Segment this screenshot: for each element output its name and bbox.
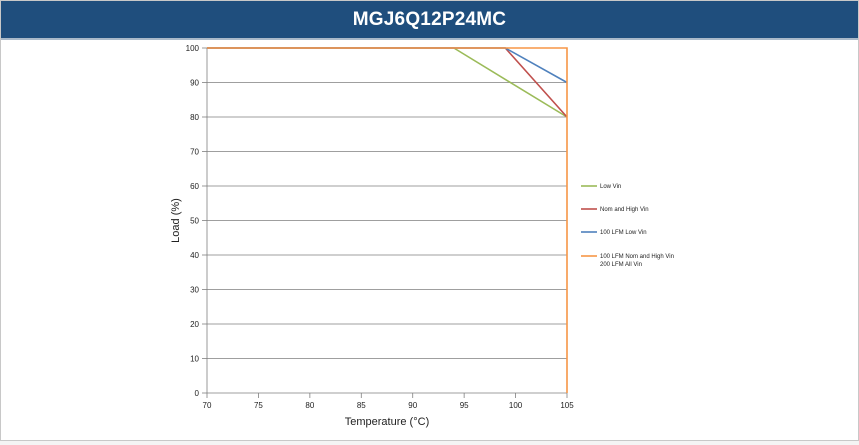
title-bar: MGJ6Q12P24MC bbox=[1, 1, 858, 40]
x-tick-label-75: 75 bbox=[254, 401, 263, 410]
x-tick-label-90: 90 bbox=[408, 401, 417, 410]
y-tick-label-70: 70 bbox=[190, 148, 199, 157]
y-tick-label-100: 100 bbox=[186, 44, 200, 53]
legend-label-3: 100 LFM Low Vin bbox=[600, 230, 647, 236]
x-tick-label-85: 85 bbox=[357, 401, 366, 410]
y-tick-label-60: 60 bbox=[190, 182, 199, 191]
y-tick-label-0: 0 bbox=[195, 389, 200, 398]
legend-label-2: Nom and High Vin bbox=[600, 207, 649, 213]
x-tick-label-105: 105 bbox=[560, 401, 574, 410]
legend-label-4: 100 LFM Nom and High Vin 200 LFM All Vin bbox=[600, 254, 674, 268]
x-axis-label: Temperature (°C) bbox=[345, 416, 429, 428]
y-tick-label-20: 20 bbox=[190, 320, 199, 329]
series-line-4 bbox=[207, 47, 568, 393]
x-tick-label-95: 95 bbox=[460, 401, 469, 410]
y-axis-label: Load (%) bbox=[170, 198, 182, 243]
x-tick-label-100: 100 bbox=[509, 401, 523, 410]
y-tick-label-30: 30 bbox=[190, 286, 199, 295]
y-tick-label-90: 90 bbox=[190, 79, 199, 88]
x-tick-label-70: 70 bbox=[203, 401, 212, 410]
y-tick-label-80: 80 bbox=[190, 113, 199, 122]
y-tick-label-10: 10 bbox=[190, 355, 199, 364]
legend-label-1: Low Vin bbox=[600, 184, 621, 190]
y-tick-label-40: 40 bbox=[190, 251, 199, 260]
chart-area: 0 10 20 30 40 50 60 70 80 90 100 70 75 80 85 90 95 100 105… bbox=[1, 40, 858, 440]
series-line-3 bbox=[207, 47, 568, 84]
chart-title: MGJ6Q12P24MC bbox=[352, 8, 507, 30]
x-tick-label-80: 80 bbox=[305, 401, 314, 410]
derating-chart: 0 10 20 30 40 50 60 70 80 90 100 70 75 80 85 90 95 100 105… bbox=[170, 44, 674, 428]
y-tick-label-50: 50 bbox=[190, 217, 199, 226]
